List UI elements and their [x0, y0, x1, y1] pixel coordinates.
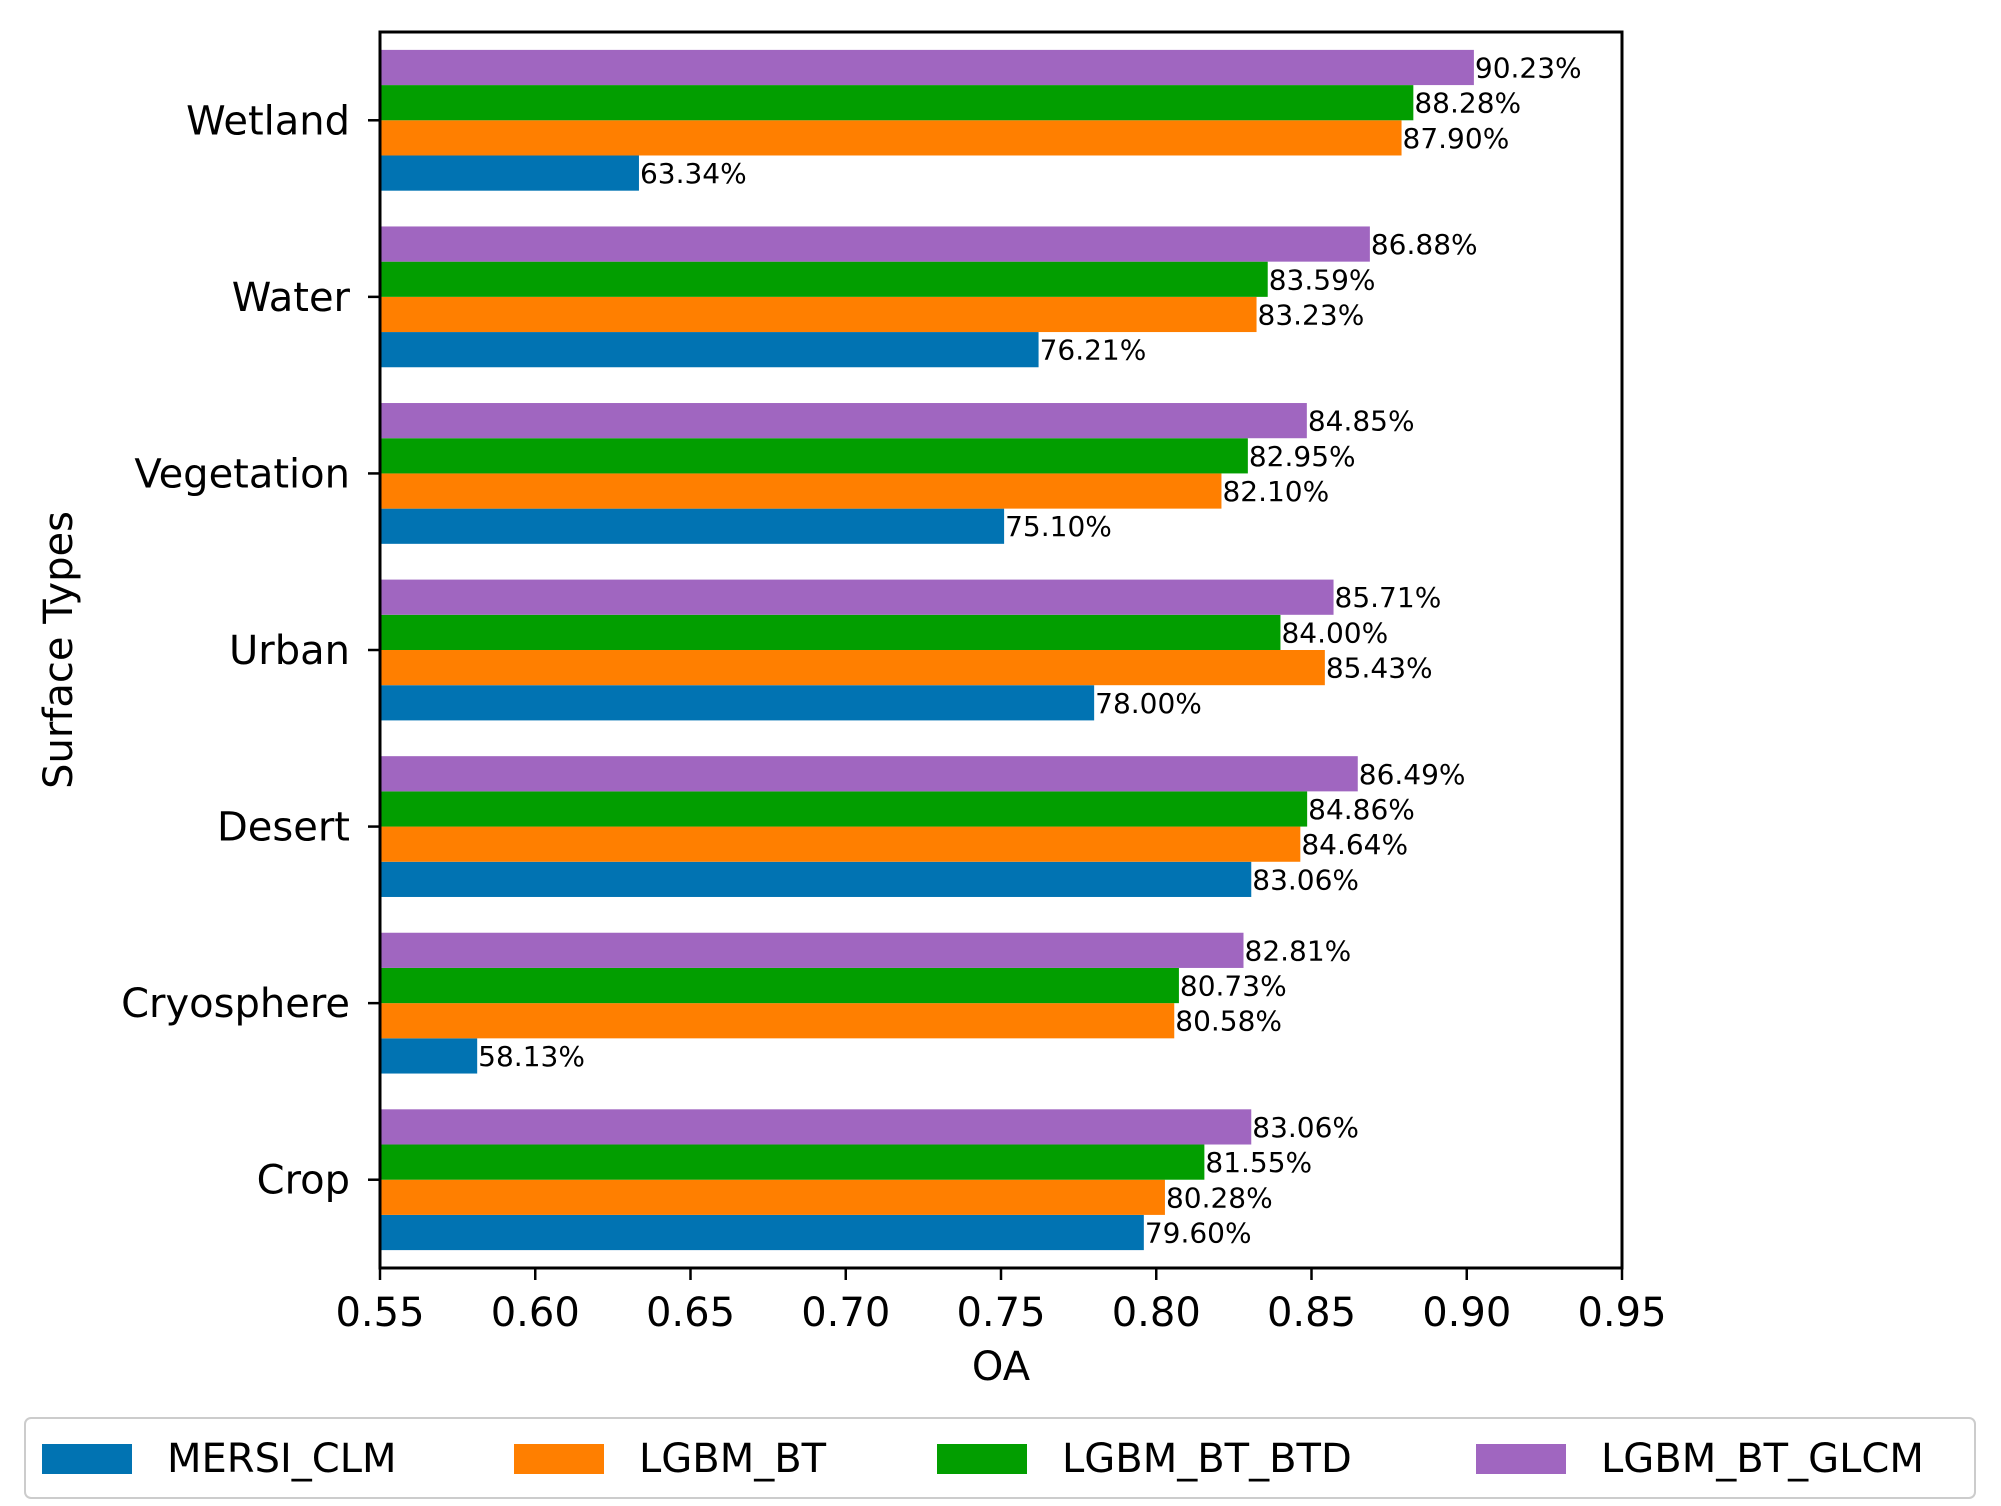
bars-layer — [380, 49, 1474, 1251]
data-label: 87.90% — [1403, 122, 1510, 155]
data-label: 76.21% — [1040, 334, 1147, 367]
data-label: 75.10% — [1005, 510, 1112, 543]
data-label: 81.55% — [1205, 1146, 1312, 1179]
data-label: 85.43% — [1326, 652, 1433, 685]
bar-water-lgbm-bt-glcm — [380, 226, 1370, 262]
y-tick-label: Desert — [217, 805, 350, 851]
x-tick-label: 0.75 — [956, 1290, 1045, 1336]
data-label: 83.59% — [1269, 263, 1376, 296]
bar-crop-lgbm-bt-btd — [380, 1144, 1205, 1180]
bar-desert-lgbm-bt-glcm — [380, 756, 1358, 792]
data-label: 78.00% — [1095, 687, 1202, 720]
data-label: 84.86% — [1308, 793, 1415, 826]
data-label: 86.88% — [1371, 228, 1478, 261]
bar-water-lgbm-bt-btd — [380, 261, 1268, 297]
x-tick-label: 0.65 — [646, 1290, 735, 1336]
x-tick-label: 0.55 — [335, 1290, 424, 1336]
bar-desert-lgbm-bt-btd — [380, 791, 1308, 827]
bar-urban-lgbm-bt-glcm — [380, 579, 1334, 615]
y-tick-label: Wetland — [186, 98, 350, 144]
bar-water-lgbm-bt — [380, 296, 1257, 333]
data-label: 84.85% — [1308, 405, 1415, 438]
bar-urban-lgbm-bt — [380, 650, 1325, 686]
data-label: 85.71% — [1335, 581, 1442, 614]
bar-crop-lgbm-bt — [380, 1179, 1165, 1215]
legend-swatch-lgbm-bt-glcm — [1476, 1444, 1566, 1474]
data-label: 82.95% — [1249, 440, 1356, 473]
data-label: 90.23% — [1475, 51, 1582, 84]
legend-swatch-lgbm-bt — [514, 1444, 604, 1474]
bar-vegetation-lgbm-bt-glcm — [380, 403, 1307, 439]
bar-water-mersi-clm — [380, 332, 1039, 368]
bar-vegetation-mersi-clm — [380, 508, 1005, 544]
bar-cryosphere-mersi-clm — [380, 1038, 478, 1074]
bar-crop-mersi-clm — [380, 1214, 1144, 1251]
y-tick-label: Crop — [257, 1158, 350, 1204]
bar-urban-mersi-clm — [380, 685, 1095, 721]
y-axis-label: Surface Types — [36, 511, 82, 789]
data-label: 82.81% — [1245, 934, 1352, 967]
x-tick-label: 0.60 — [491, 1290, 580, 1336]
bar-desert-mersi-clm — [380, 861, 1252, 897]
data-label: 84.00% — [1281, 616, 1388, 649]
x-axis-label: OA — [972, 1344, 1031, 1390]
legend-label: LGBM_BT — [639, 1436, 827, 1482]
legend-swatch-mersi-clm — [42, 1444, 132, 1474]
legend-label: LGBM_BT_GLCM — [1601, 1436, 1924, 1482]
bar-urban-lgbm-bt-btd — [380, 614, 1281, 650]
x-tick-label: 0.70 — [801, 1290, 890, 1336]
data-label: 83.23% — [1258, 298, 1365, 331]
y-tick-label: Urban — [229, 628, 350, 674]
data-label: 83.06% — [1252, 1111, 1359, 1144]
x-tick-label: 0.95 — [1577, 1290, 1666, 1336]
data-label: 88.28% — [1414, 87, 1521, 120]
data-label: 82.10% — [1222, 475, 1329, 508]
y-tick-label: Cryosphere — [121, 981, 350, 1027]
legend: MERSI_CLM LGBM_BT LGBM_BT_BTD LGBM_BT_GLCM — [24, 1417, 1976, 1499]
bar-cryosphere-lgbm-bt-btd — [380, 967, 1179, 1004]
bar-wetland-lgbm-bt-glcm — [380, 49, 1474, 86]
data-label: 80.28% — [1166, 1181, 1273, 1214]
data-label: 84.64% — [1301, 828, 1408, 861]
data-label: 83.06% — [1252, 863, 1359, 896]
data-label: 79.60% — [1145, 1217, 1252, 1250]
value-labels-layer: 79.60%80.28%81.55%83.06%58.13%80.58%80.7… — [478, 51, 1581, 1249]
x-tick-label: 0.80 — [1112, 1290, 1201, 1336]
data-label: 80.73% — [1180, 970, 1287, 1003]
y-tick-label: Vegetation — [134, 451, 350, 497]
x-tick-label: 0.85 — [1267, 1290, 1356, 1336]
bar-wetland-lgbm-bt — [380, 120, 1402, 156]
bar-wetland-mersi-clm — [380, 155, 639, 191]
bar-vegetation-lgbm-bt — [380, 473, 1222, 509]
bar-vegetation-lgbm-bt-btd — [380, 438, 1248, 474]
bar-desert-lgbm-bt — [380, 826, 1301, 862]
data-label: 58.13% — [478, 1040, 585, 1073]
x-tick-label: 0.90 — [1422, 1290, 1511, 1336]
bar-cryosphere-lgbm-bt — [380, 1003, 1175, 1039]
bar-wetland-lgbm-bt-btd — [380, 85, 1414, 121]
y-tick-label: Water — [232, 275, 351, 321]
legend-label: MERSI_CLM — [167, 1436, 397, 1482]
data-label: 80.58% — [1175, 1005, 1282, 1038]
x-axis-ticks: 0.55 0.60 0.65 0.70 0.75 0.80 0.85 0.90 0.95 — [335, 1268, 1667, 1336]
data-label: 63.34% — [640, 157, 747, 190]
bar-cryosphere-lgbm-bt-glcm — [380, 932, 1244, 968]
legend-swatch-lgbm-bt-btd — [937, 1444, 1027, 1474]
bar-crop-lgbm-bt-glcm — [380, 1109, 1252, 1145]
legend-label: LGBM_BT_BTD — [1062, 1436, 1352, 1482]
data-label: 86.49% — [1359, 758, 1466, 791]
y-axis-ticks: Crop Cryosphere Desert Urban Vegetation Water… — [121, 98, 380, 1204]
